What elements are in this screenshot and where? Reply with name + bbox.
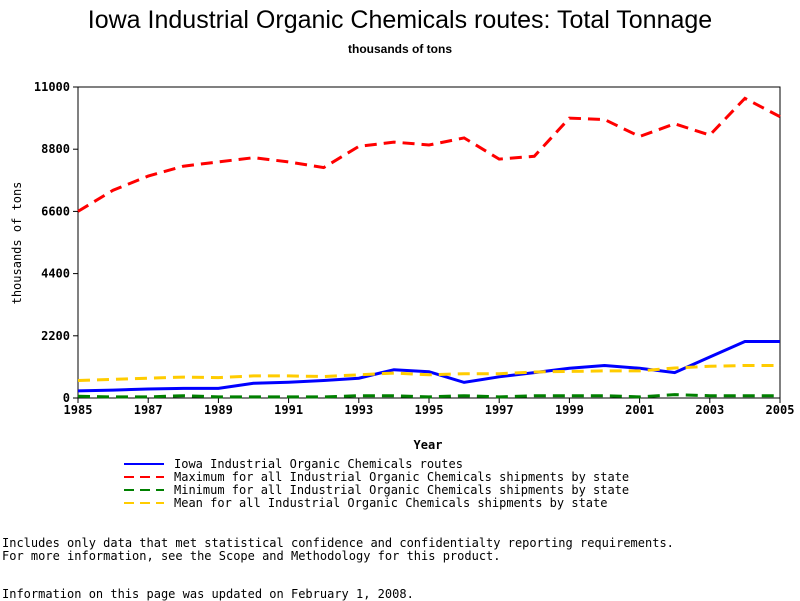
- legend-label: Maximum for all Industrial Organic Chemi…: [174, 470, 629, 484]
- chart-series: [78, 98, 780, 397]
- x-tick-label: 1985: [64, 403, 93, 417]
- x-tick-label: 1991: [274, 403, 303, 417]
- y-tick-label: 0: [63, 391, 70, 405]
- y-tick-label: 8800: [41, 142, 70, 156]
- y-tick-label: 4400: [41, 267, 70, 281]
- chart-axes: 1985 1987 1989 1991 1993 1995 1997 1999 2001 2003…: [34, 80, 795, 417]
- x-axis-label: Year: [414, 438, 443, 452]
- footnote-confidence: Includes only data that met statistical …: [2, 536, 674, 550]
- x-tick-label: 1997: [485, 403, 514, 417]
- x-tick-label: 1999: [555, 403, 584, 417]
- legend-label: Mean for all Industrial Organic Chemical…: [174, 496, 607, 510]
- y-tick-label: 2200: [41, 329, 70, 343]
- y-axis-label: thousands of tons: [10, 182, 24, 305]
- x-tick-label: 1995: [415, 403, 444, 417]
- x-tick-label: 2001: [625, 403, 654, 417]
- legend-label: Minimum for all Industrial Organic Chemi…: [174, 483, 629, 497]
- series-line-1: [78, 98, 780, 211]
- chart-legend: Iowa Industrial Organic Chemicals routes…: [124, 457, 629, 510]
- x-tick-label: 1993: [344, 403, 373, 417]
- legend-label: Iowa Industrial Organic Chemicals routes: [174, 457, 463, 471]
- x-tick-label: 2003: [695, 403, 724, 417]
- footnote-methodology: For more information, see the Scope and …: [2, 549, 501, 563]
- plot-frame: [78, 87, 780, 398]
- x-tick-label: 1989: [204, 403, 233, 417]
- y-tick-label: 6600: [41, 204, 70, 218]
- x-tick-label: 1987: [134, 403, 163, 417]
- x-tick-label: 2005: [766, 403, 795, 417]
- series-line-0: [78, 342, 780, 391]
- footnote-updated: Information on this page was updated on …: [2, 587, 414, 601]
- y-tick-label: 11000: [34, 80, 70, 94]
